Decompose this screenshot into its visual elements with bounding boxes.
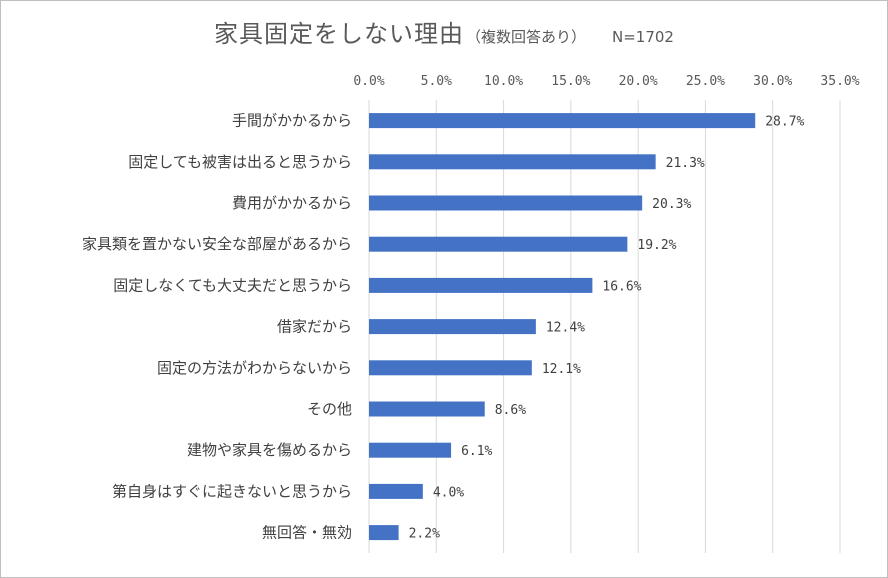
bar (369, 442, 452, 458)
category-labels: 手間がかかるから固定しても被害は出ると思うから費用がかかるから家具類を置かない安… (82, 112, 352, 542)
category-label: 家具類を置かない安全な部屋があるから (82, 235, 352, 253)
data-label: 2.2% (409, 527, 440, 542)
data-label: 28.7% (765, 115, 804, 130)
x-tick-label: 15.0% (551, 74, 590, 89)
category-label: 借家だから (277, 318, 352, 336)
category-label: 固定の方法がわからないから (157, 359, 352, 377)
bar (369, 277, 593, 293)
bar (369, 483, 423, 499)
data-label: 12.1% (542, 362, 581, 377)
bar (369, 113, 756, 129)
category-label: 費用がかかるから (232, 194, 352, 212)
x-tick-label: 5.0% (421, 74, 452, 89)
data-labels: 28.7% 21.3% 20.3% 19.2% 16.6% 12.4% 12.1% 8.6% 6… (409, 115, 805, 542)
x-tick-label: 20.0% (619, 74, 658, 89)
chart-subtitle: （複数回答あり） (466, 28, 587, 46)
bar (369, 360, 532, 376)
bar (369, 525, 399, 541)
category-label: 無回答・無効 (262, 524, 352, 542)
bar (369, 195, 643, 211)
x-tick-label: 0.0% (353, 74, 384, 89)
bars (369, 113, 756, 541)
sample-size-label: N=1702 (612, 28, 674, 46)
data-label: 8.6% (495, 403, 526, 418)
data-label: 16.6% (602, 279, 641, 294)
category-label: 固定しても被害は出ると思うから (128, 153, 352, 171)
data-label: 19.2% (637, 238, 676, 253)
chart-title-row: 家具固定をしない理由 （複数回答あり） N=1702 (0, 14, 888, 49)
x-tick-label: 30.0% (753, 74, 792, 89)
x-tick-label: 10.0% (484, 74, 523, 89)
x-tick-label: 25.0% (686, 74, 725, 89)
bar (369, 236, 628, 252)
data-label: 4.0% (433, 485, 464, 500)
data-label: 6.1% (461, 444, 492, 459)
bar (369, 154, 656, 170)
data-label: 20.3% (652, 197, 691, 212)
x-tick-label: 35.0% (820, 74, 859, 89)
data-label: 21.3% (666, 156, 705, 171)
chart-title: 家具固定をしない理由 (214, 20, 464, 48)
category-label: 固定しなくても大丈夫だと思うから (113, 276, 352, 294)
bar (369, 401, 485, 417)
data-label: 12.4% (546, 321, 585, 336)
category-label: 第自身はすぐに起きないと思うから (112, 482, 352, 500)
x-axis-ticks: 0.0% 5.0% 10.0% 15.0% 20.0% 25.0% 30.0% 35.0% (353, 74, 859, 89)
category-label: その他 (307, 400, 352, 418)
bar (369, 319, 536, 335)
category-label: 建物や家具を傷めるから (187, 441, 352, 459)
category-label: 手間がかかるから (232, 112, 352, 130)
